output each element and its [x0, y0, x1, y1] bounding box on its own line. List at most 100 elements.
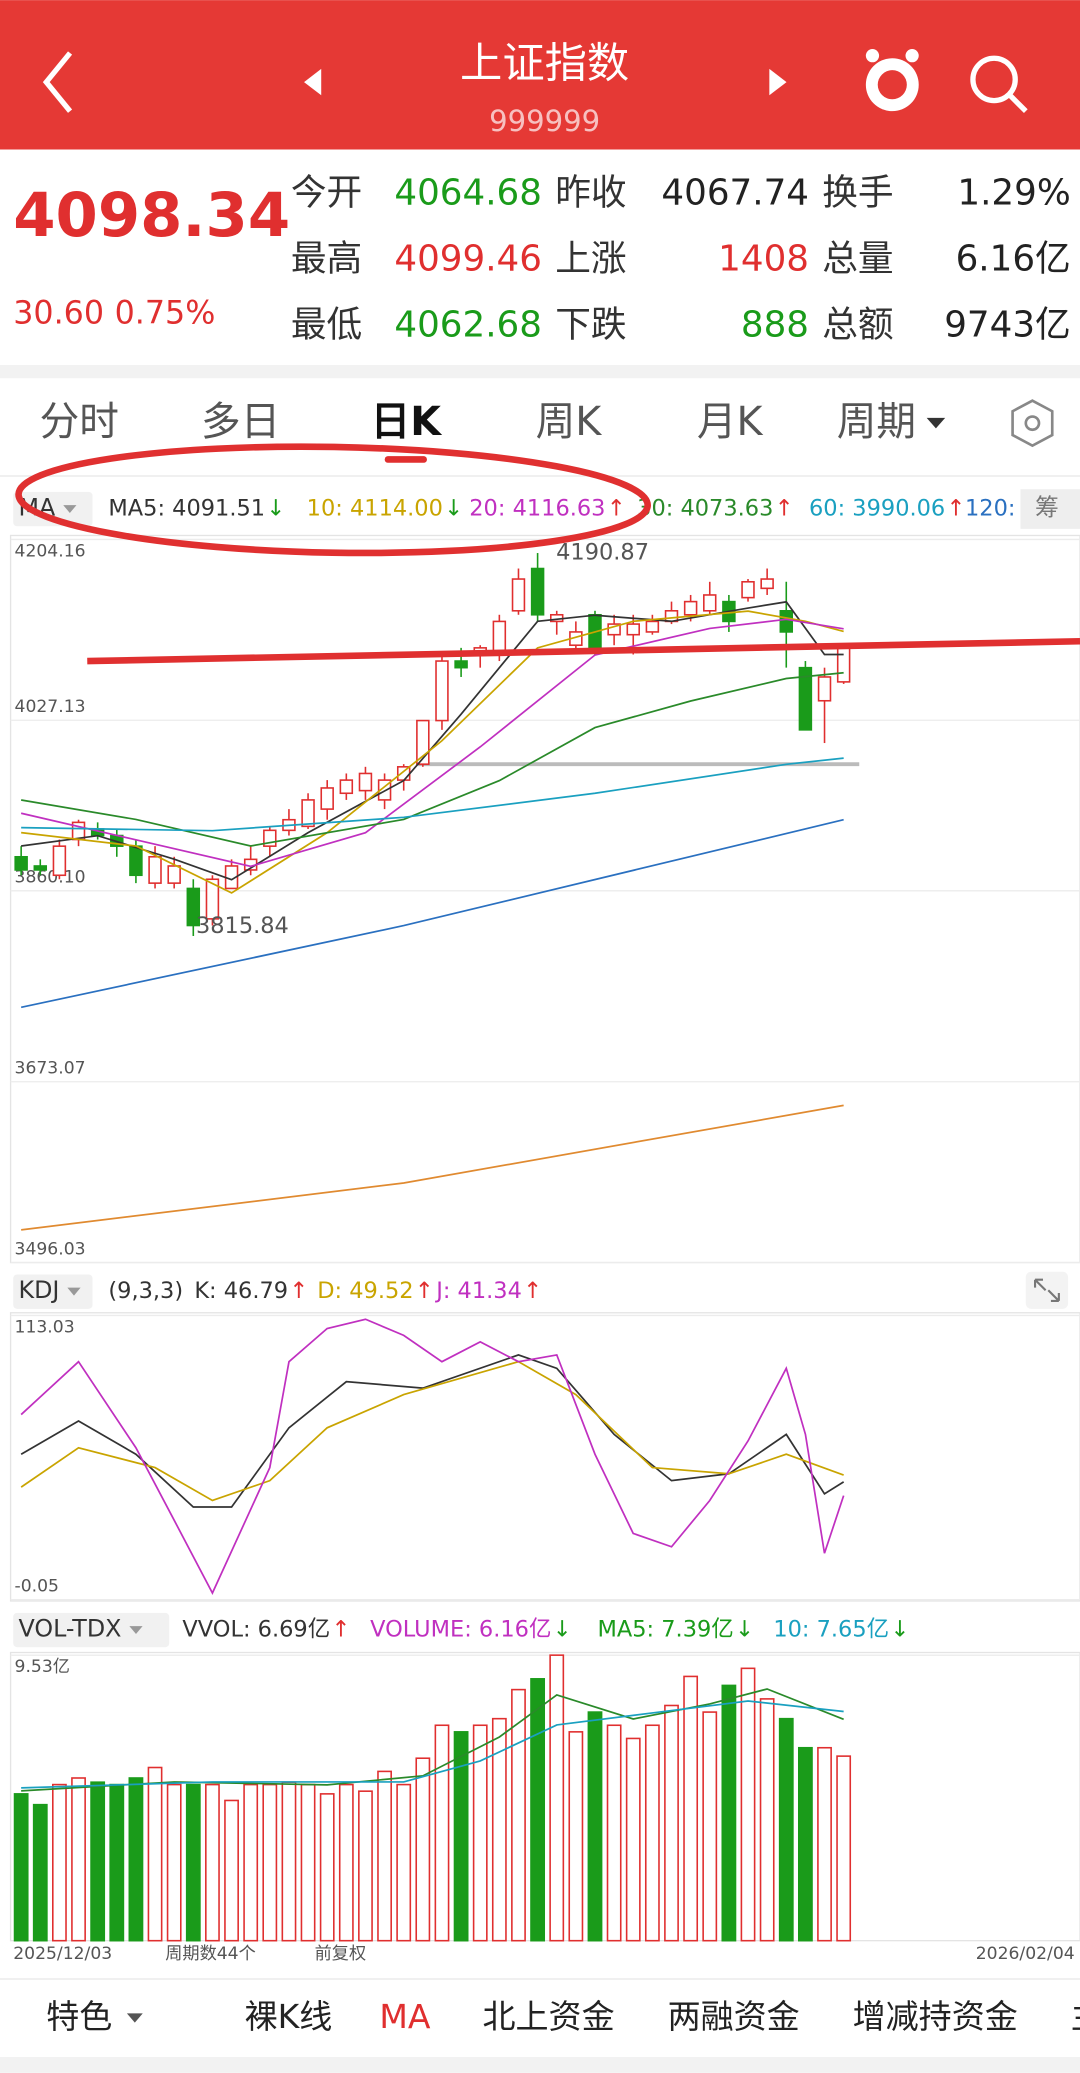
candle-body — [167, 865, 181, 884]
volume-bar — [166, 1783, 182, 1942]
nav-item[interactable]: 增减持资金 — [853, 1997, 1018, 2036]
prev-button[interactable] — [304, 68, 322, 96]
candle-body — [741, 581, 755, 599]
tab[interactable]: 月K — [697, 399, 764, 445]
adjust-mode: 前复权 — [315, 1944, 367, 1964]
x-end: 2026/02/04 — [976, 1944, 1075, 1964]
candle-body — [683, 600, 698, 616]
field-label: 总量 — [822, 239, 893, 280]
candle-body — [339, 779, 354, 795]
y-tick-label: 3860.10 — [15, 868, 86, 888]
legend-selector-arrow — [67, 1287, 81, 1296]
candle-body — [52, 845, 67, 877]
volume-bar — [530, 1678, 546, 1942]
field-value: 4099.46 — [394, 239, 542, 280]
volume-bar — [434, 1724, 450, 1942]
field-label: 换手 — [822, 172, 893, 213]
legend-arrow: ↓ — [890, 1617, 909, 1643]
icon-eye — [877, 70, 907, 100]
y-tick-label: 9.53亿 — [15, 1657, 70, 1677]
change: 30.60 — [13, 296, 104, 332]
icon-ear — [905, 49, 919, 63]
search-button[interactable] — [970, 55, 1028, 114]
indicator-line — [20, 1360, 844, 1502]
field-label: 昨收 — [555, 172, 626, 213]
expand-button[interactable] — [1025, 1271, 1069, 1309]
field-label: 上涨 — [555, 239, 626, 280]
indicator-line — [20, 618, 844, 868]
volume-bar — [415, 1757, 431, 1942]
legend-selector-label: KDJ — [19, 1276, 60, 1304]
expand-icon — [1033, 1278, 1060, 1302]
legend-selector-label: VOL-TDX — [19, 1615, 122, 1643]
nav-item[interactable]: 主 — [1071, 1997, 1080, 2036]
legend-item: MA5: 7.39亿 — [598, 1617, 734, 1643]
y-tick-label: 4204.16 — [15, 541, 86, 561]
nav-item[interactable]: MA — [379, 1997, 430, 2036]
field-value: 4064.68 — [394, 172, 542, 213]
volume-bar — [377, 1770, 392, 1942]
vol-panel — [9, 1651, 1080, 1942]
nav-item[interactable]: 裸K线 — [245, 1997, 333, 2036]
legend-arrow: ↑ — [415, 1278, 434, 1304]
candle-body — [703, 594, 717, 612]
nav-item[interactable]: 特色 — [46, 1997, 112, 2036]
bottom-nav: 特色 裸K线 MA 北上资金 两融资金 增减持资金 主 — [46, 1997, 1080, 2036]
volume-bar — [836, 1755, 852, 1942]
tab-underline — [384, 456, 427, 463]
separator — [0, 364, 1080, 379]
tab[interactable]: 分时 — [40, 399, 119, 445]
candle-body — [301, 799, 315, 828]
legend-selector[interactable] — [13, 491, 93, 527]
indicator-line — [21, 610, 844, 894]
plots: 4204.16 4027.13 3860.10 3673.07 3496.03 4190.… — [10, 489, 1080, 1942]
volume-bar — [300, 1783, 316, 1942]
volume-bar — [109, 1783, 125, 1942]
legend-selector[interactable] — [13, 1274, 93, 1309]
field-label: 下跌 — [555, 305, 626, 346]
side-button-bg[interactable] — [1020, 489, 1080, 529]
volume-bar — [702, 1711, 718, 1942]
volume-bar — [338, 1783, 354, 1942]
icon-ear — [865, 49, 880, 63]
indicator-line — [20, 1318, 845, 1595]
tab[interactable]: 周K — [536, 399, 603, 445]
x-start: 2025/12/03 — [13, 1944, 112, 1964]
change-pct: 0.75% — [115, 296, 216, 332]
code: 999999 — [489, 104, 600, 138]
bottom-strip — [0, 2057, 1080, 2073]
legend-item: VVOL: 6.69亿 — [182, 1617, 330, 1643]
field-value: 1408 — [718, 239, 809, 280]
volume-bar — [511, 1688, 526, 1942]
candle-body — [129, 845, 143, 877]
settings-button[interactable] — [1011, 399, 1054, 448]
legend-selector[interactable] — [13, 1612, 170, 1648]
volume-bar — [778, 1717, 794, 1942]
tab[interactable]: 日K — [371, 399, 443, 445]
nav-item[interactable]: 两融资金 — [668, 1997, 800, 2036]
field-value: 4067.74 — [661, 172, 809, 213]
next-button[interactable] — [769, 68, 787, 96]
candle-body — [358, 772, 373, 792]
volume-bar — [52, 1783, 67, 1942]
tab[interactable]: 周期 — [837, 399, 916, 445]
candle-body — [607, 623, 621, 636]
field-value: 1.29% — [957, 172, 1070, 213]
tab[interactable]: 多日 — [201, 399, 280, 445]
expand-bg — [1025, 1271, 1069, 1309]
candle-body — [33, 865, 48, 871]
legend-item: 10: 4114.00 — [307, 496, 443, 522]
nav-item[interactable]: 北上资金 — [482, 1997, 614, 2036]
volume-bar — [319, 1793, 335, 1942]
legend-arrow: ↑ — [775, 496, 794, 522]
candle-body — [416, 719, 430, 765]
legend-arrow: ↑ — [332, 1617, 351, 1643]
candle-body — [263, 829, 277, 847]
volume-bar — [568, 1731, 584, 1942]
assistant-icon[interactable] — [865, 49, 919, 112]
back-button[interactable] — [42, 51, 73, 113]
y-tick-label: 4027.13 — [15, 697, 86, 717]
indicator-line — [20, 1354, 845, 1508]
